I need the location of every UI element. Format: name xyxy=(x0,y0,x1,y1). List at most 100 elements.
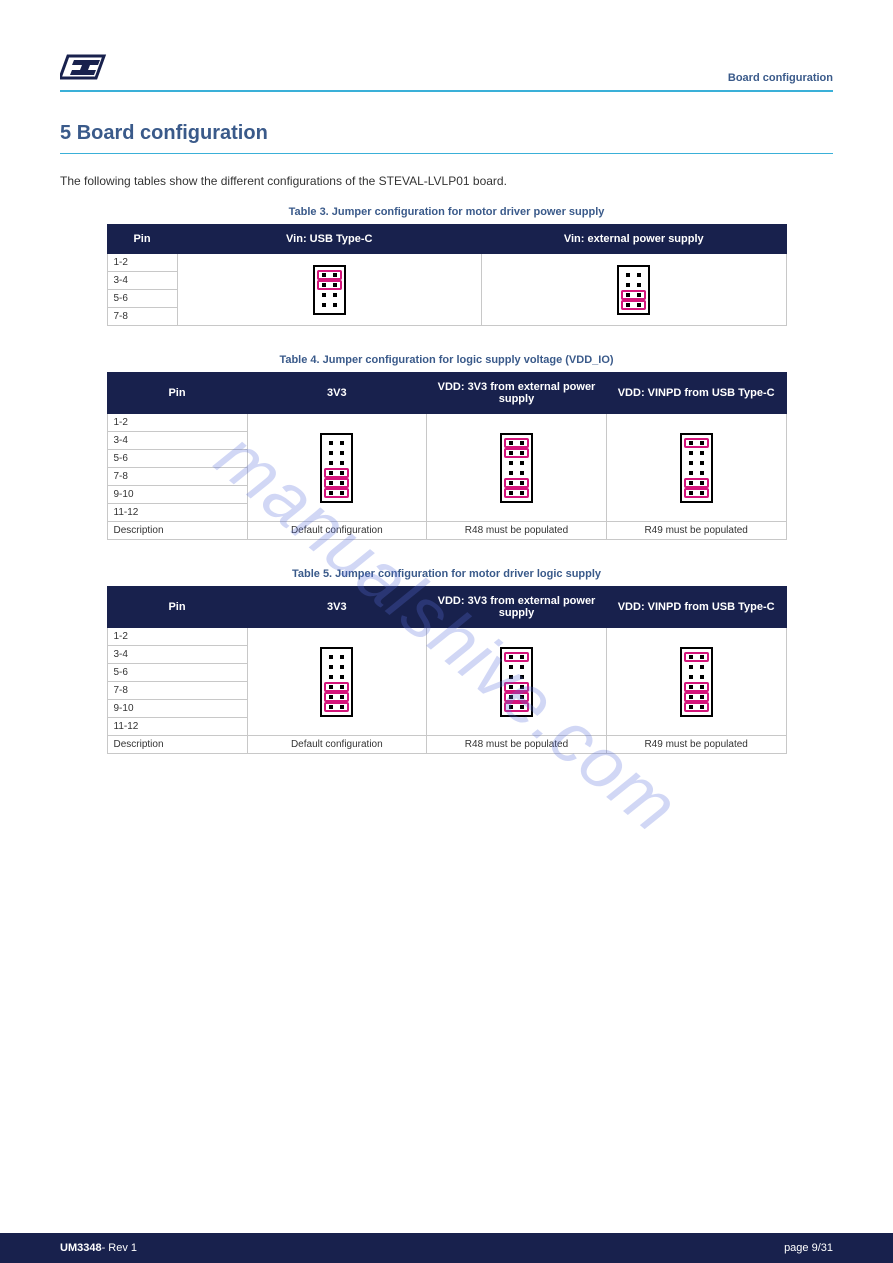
jumper-row xyxy=(684,458,709,468)
jumper-row xyxy=(324,702,349,712)
row-label-cell: 9-10 xyxy=(107,700,247,718)
table-header-cell: 3V3 xyxy=(247,587,427,628)
jumper-row xyxy=(317,290,342,300)
jumper-row xyxy=(324,478,349,488)
jumper-row xyxy=(324,682,349,692)
section-heading: 5 Board configuration xyxy=(60,122,833,145)
jumper-block xyxy=(500,433,533,503)
desc-cell: R48 must be populated xyxy=(427,736,607,754)
table-caption: Table 4. Jumper configuration for logic … xyxy=(60,354,833,366)
row-label-cell: 7-8 xyxy=(107,468,247,486)
row-label-cell: 1-2 xyxy=(107,628,247,646)
jumper-row xyxy=(684,478,709,488)
jumper-row xyxy=(324,468,349,478)
config-table: PinVin: USB Type-CVin: external power su… xyxy=(107,224,787,326)
desc-cell: Default configuration xyxy=(247,736,427,754)
diagram-cell xyxy=(427,414,607,522)
jumper-block xyxy=(680,647,713,717)
diagram-cell xyxy=(606,628,786,736)
row-label-cell: Description xyxy=(107,522,247,540)
diagram-cell xyxy=(177,254,482,326)
row-label-cell: Description xyxy=(107,736,247,754)
jumper-row xyxy=(684,682,709,692)
jumper-row xyxy=(324,488,349,498)
jumper-block xyxy=(313,265,346,315)
jumper-row xyxy=(324,652,349,662)
config-table: Pin3V3VDD: 3V3 from external power suppl… xyxy=(107,372,787,540)
jumper-row xyxy=(324,672,349,682)
section-rule xyxy=(60,153,833,154)
row-label-cell: 3-4 xyxy=(107,272,177,290)
table-header-cell: Vin: external power supply xyxy=(482,225,787,254)
table-header-cell: Pin xyxy=(107,225,177,254)
page-footer: UM3348- Rev 1 page 9/31 xyxy=(0,1233,893,1263)
jumper-row xyxy=(324,448,349,458)
intro-text: The following tables show the different … xyxy=(60,174,833,188)
table-caption: Table 3. Jumper configuration for motor … xyxy=(60,206,833,218)
jumper-block xyxy=(320,647,353,717)
table-caption: Table 5. Jumper configuration for motor … xyxy=(60,568,833,580)
table-header-cell: VDD: 3V3 from external power supply xyxy=(427,587,607,628)
jumper-row xyxy=(504,458,529,468)
row-label-cell: 7-8 xyxy=(107,682,247,700)
row-label-cell: 9-10 xyxy=(107,486,247,504)
row-label-cell: 5-6 xyxy=(107,450,247,468)
jumper-row xyxy=(684,702,709,712)
jumper-row xyxy=(504,702,529,712)
section-title: Board configuration xyxy=(77,122,268,144)
diagram-cell xyxy=(606,414,786,522)
table-row: 1-2 xyxy=(107,414,786,432)
table-header-cell: VDD: VINPD from USB Type-C xyxy=(606,373,786,414)
desc-cell: R49 must be populated xyxy=(606,736,786,754)
jumper-row xyxy=(504,438,529,448)
jumper-row xyxy=(684,488,709,498)
row-label-cell: 5-6 xyxy=(107,290,177,308)
jumper-block xyxy=(500,647,533,717)
jumper-row xyxy=(504,448,529,458)
diagram-cell xyxy=(482,254,787,326)
jumper-row xyxy=(684,468,709,478)
jumper-row xyxy=(324,438,349,448)
jumper-row xyxy=(324,662,349,672)
jumper-row xyxy=(317,280,342,290)
jumper-row xyxy=(621,280,646,290)
section-number: 5 xyxy=(60,122,71,144)
jumper-row xyxy=(504,672,529,682)
row-label-cell: 7-8 xyxy=(107,308,177,326)
jumper-row xyxy=(684,662,709,672)
table-header-cell: VDD: 3V3 from external power supply xyxy=(427,373,607,414)
jumper-row xyxy=(324,692,349,702)
footer-doc: UM3348- Rev 1 xyxy=(60,1242,137,1254)
jumper-row xyxy=(317,270,342,280)
header-rule xyxy=(60,90,833,92)
row-label-cell: 3-4 xyxy=(107,432,247,450)
table-header-cell: 3V3 xyxy=(247,373,427,414)
jumper-row xyxy=(684,652,709,662)
row-label-cell: 3-4 xyxy=(107,646,247,664)
table-row: 1-2 xyxy=(107,628,786,646)
table-row: DescriptionDefault configurationR48 must… xyxy=(107,736,786,754)
row-label-cell: 1-2 xyxy=(107,254,177,272)
jumper-row xyxy=(504,662,529,672)
jumper-row xyxy=(317,300,342,310)
desc-cell: R49 must be populated xyxy=(606,522,786,540)
config-table: Pin3V3VDD: 3V3 from external power suppl… xyxy=(107,586,787,754)
desc-cell: Default configuration xyxy=(247,522,427,540)
jumper-row xyxy=(621,300,646,310)
jumper-row xyxy=(504,652,529,662)
table-row: 1-2 xyxy=(107,254,786,272)
row-label-cell: 1-2 xyxy=(107,414,247,432)
table-header-cell: Vin: USB Type-C xyxy=(177,225,482,254)
diagram-cell xyxy=(427,628,607,736)
jumper-row xyxy=(621,270,646,280)
header-section-label: Board configuration xyxy=(728,72,833,84)
jumper-row xyxy=(684,438,709,448)
row-label-cell: 11-12 xyxy=(107,718,247,736)
jumper-row xyxy=(684,448,709,458)
jumper-block xyxy=(680,433,713,503)
jumper-row xyxy=(504,682,529,692)
diagram-cell xyxy=(247,414,427,522)
row-label-cell: 11-12 xyxy=(107,504,247,522)
table-header-cell: Pin xyxy=(107,587,247,628)
desc-cell: R48 must be populated xyxy=(427,522,607,540)
